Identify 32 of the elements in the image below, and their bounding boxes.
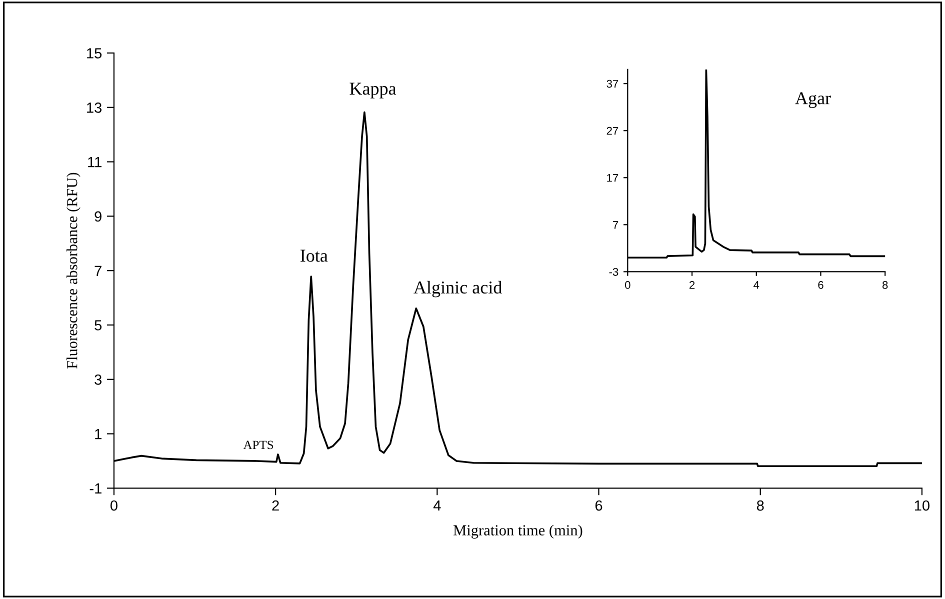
- y-tick-label: -3: [609, 268, 618, 276]
- y-axis-title: Fluorescence absorbance (RFU): [66, 172, 80, 369]
- x-tick-label: 0: [625, 281, 630, 289]
- y-tick-label: 37: [606, 80, 618, 88]
- x-tick-label: 6: [818, 281, 824, 289]
- annotation: Alginic acid: [414, 280, 502, 298]
- y-tick-label: 1: [95, 429, 102, 440]
- x-axis-title: Migration time (min): [453, 524, 582, 539]
- x-tick-label: 2: [272, 500, 279, 511]
- x-tick-label: 4: [433, 500, 441, 511]
- y-tick-label: 17: [607, 174, 618, 182]
- x-tick-label: 2: [689, 281, 695, 289]
- x-tick-label: 0: [110, 500, 118, 511]
- y-tick-label: 15: [87, 48, 102, 58]
- y-tick-label: 13: [87, 102, 102, 113]
- y-tick-label: 7: [613, 221, 618, 229]
- x-tick-label: 8: [756, 500, 764, 511]
- annotation: Iota: [300, 250, 328, 262]
- annotation: Kappa: [350, 82, 396, 98]
- y-tick-label: 9: [94, 211, 102, 222]
- annotation: APTS: [243, 440, 274, 450]
- y-tick-label: 11: [88, 157, 102, 168]
- y-tick-label: 7: [94, 266, 102, 276]
- x-tick-label: 4: [754, 281, 760, 289]
- x-tick-label: 10: [914, 500, 930, 511]
- y-tick-label: -1: [90, 483, 102, 494]
- x-tick-label: 6: [595, 500, 602, 511]
- x-tick-label: 8: [882, 281, 888, 289]
- annotation: Agar: [795, 92, 831, 108]
- y-tick-label: 3: [94, 374, 102, 385]
- y-tick-label: 5: [94, 320, 102, 330]
- y-tick-label: 27: [606, 126, 618, 135]
